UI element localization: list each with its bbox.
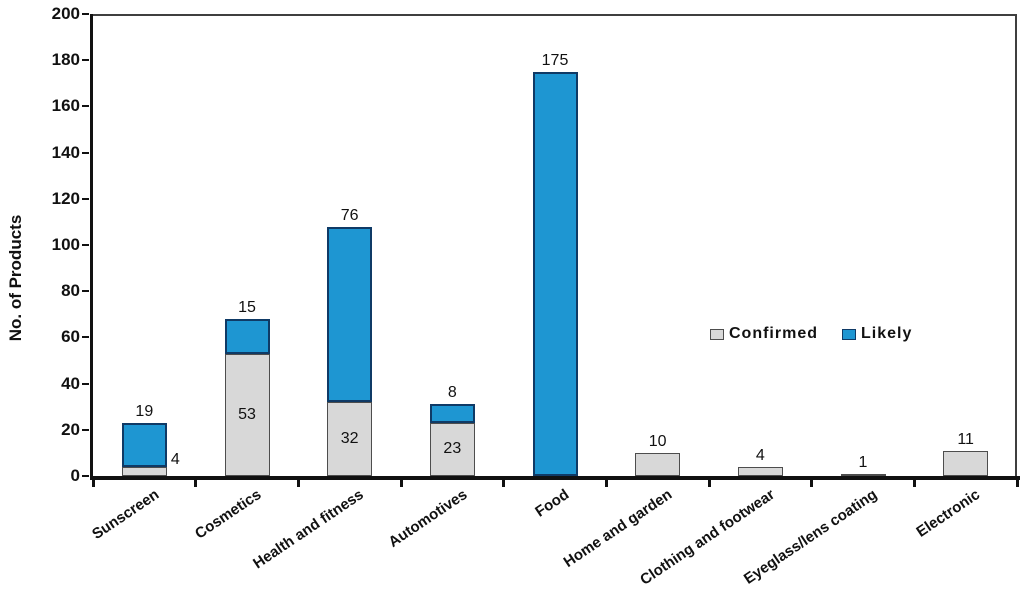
x-axis-category-label: Sunscreen [88, 486, 162, 543]
x-axis-tick [1015, 480, 1019, 487]
x-axis-tick [604, 480, 608, 487]
y-axis-tick [82, 428, 89, 431]
x-axis-line [90, 476, 1020, 480]
bar-segment-confirmed [635, 452, 681, 476]
bar-value-label-confirmed: 4 [755, 446, 765, 464]
y-axis-tick-label: 200 [51, 4, 80, 23]
y-axis-tick [82, 197, 89, 200]
x-axis-category-label: Home and garden [560, 486, 676, 571]
bar-value-label-confirmed: 11 [957, 430, 974, 448]
x-axis-category-label: Automotives [385, 486, 470, 551]
y-axis-tick-label: 40 [61, 373, 80, 393]
bar-segment-confirmed [121, 466, 167, 476]
y-axis-tick [82, 59, 89, 62]
bar-value-label-likely: 76 [340, 206, 359, 224]
y-axis-tick [82, 475, 89, 477]
y-axis-tick [82, 290, 89, 293]
bar-segment-likely [224, 318, 270, 354]
y-axis-tick [82, 105, 89, 108]
bar-segment-likely [532, 71, 578, 476]
y-axis-tick [82, 382, 89, 385]
bar-value-label-confirmed: 1 [858, 453, 868, 471]
bar-segment-likely [121, 422, 167, 467]
legend-item-confirmed: Confirmed [710, 325, 818, 343]
bar-value-label-confirmed: 32 [340, 430, 359, 448]
y-axis-tick-label: 120 [51, 188, 80, 208]
bar-segment-likely [429, 404, 475, 423]
bar-segment-likely [327, 226, 373, 403]
y-axis-tick-label: 180 [51, 50, 80, 70]
bar-value-label-likely: 19 [135, 402, 154, 420]
y-axis-tick-label: 20 [61, 419, 80, 439]
bar-value-label-likely: 8 [447, 384, 457, 402]
x-axis-tick [810, 480, 814, 487]
bar-value-label-confirmed: 23 [443, 440, 462, 458]
legend: Confirmed Likely [710, 325, 912, 343]
bar-value-label-confirmed: 10 [648, 432, 667, 450]
legend-label-likely: Likely [861, 325, 913, 342]
bar-value-label-likely: 15 [238, 298, 256, 316]
x-axis-tick [912, 480, 916, 487]
y-axis-tick-label: 160 [51, 96, 80, 116]
x-axis-category-label: Food [532, 486, 573, 521]
legend-swatch-confirmed-icon [710, 328, 724, 340]
bar-segment-confirmed [224, 353, 270, 476]
y-axis-tick-label: 60 [61, 327, 80, 347]
x-axis-tick [707, 480, 711, 487]
bar-value-label-confirmed: 53 [238, 405, 256, 423]
y-axis-tick [82, 336, 89, 339]
y-axis-tick [82, 244, 89, 246]
bar-segment-confirmed [840, 473, 886, 476]
y-axis-tick-label: 140 [51, 142, 80, 162]
x-axis-tick [399, 480, 403, 487]
x-axis-category-label: Electronic [913, 486, 984, 541]
bar-value-label-confirmed: 4 [170, 450, 180, 468]
x-axis-category-label: Cosmetics [192, 486, 265, 543]
legend-item-likely: Likely [842, 325, 912, 343]
x-axis-tick [296, 480, 300, 487]
bar-segment-confirmed [737, 466, 783, 476]
bar-segment-confirmed [327, 402, 373, 476]
bar-value-label-likely: 175 [541, 51, 569, 69]
y-axis-tick [82, 151, 89, 154]
y-axis-tick-label: 80 [61, 281, 80, 301]
legend-label-confirmed: Confirmed [729, 325, 818, 342]
x-axis-tick [91, 480, 95, 487]
bar-segment-confirmed [943, 450, 989, 476]
x-axis-category-label: Health and fitness [250, 486, 368, 573]
y-axis-tick-label: 100 [51, 235, 80, 254]
y-axis-tick-label: 0 [70, 466, 80, 485]
x-axis-tick [502, 480, 506, 487]
y-axis-line [90, 14, 93, 479]
legend-swatch-likely-icon [842, 328, 856, 340]
bar-segment-confirmed [429, 422, 475, 476]
x-axis-tick [194, 480, 198, 487]
y-axis-tick [82, 13, 89, 15]
